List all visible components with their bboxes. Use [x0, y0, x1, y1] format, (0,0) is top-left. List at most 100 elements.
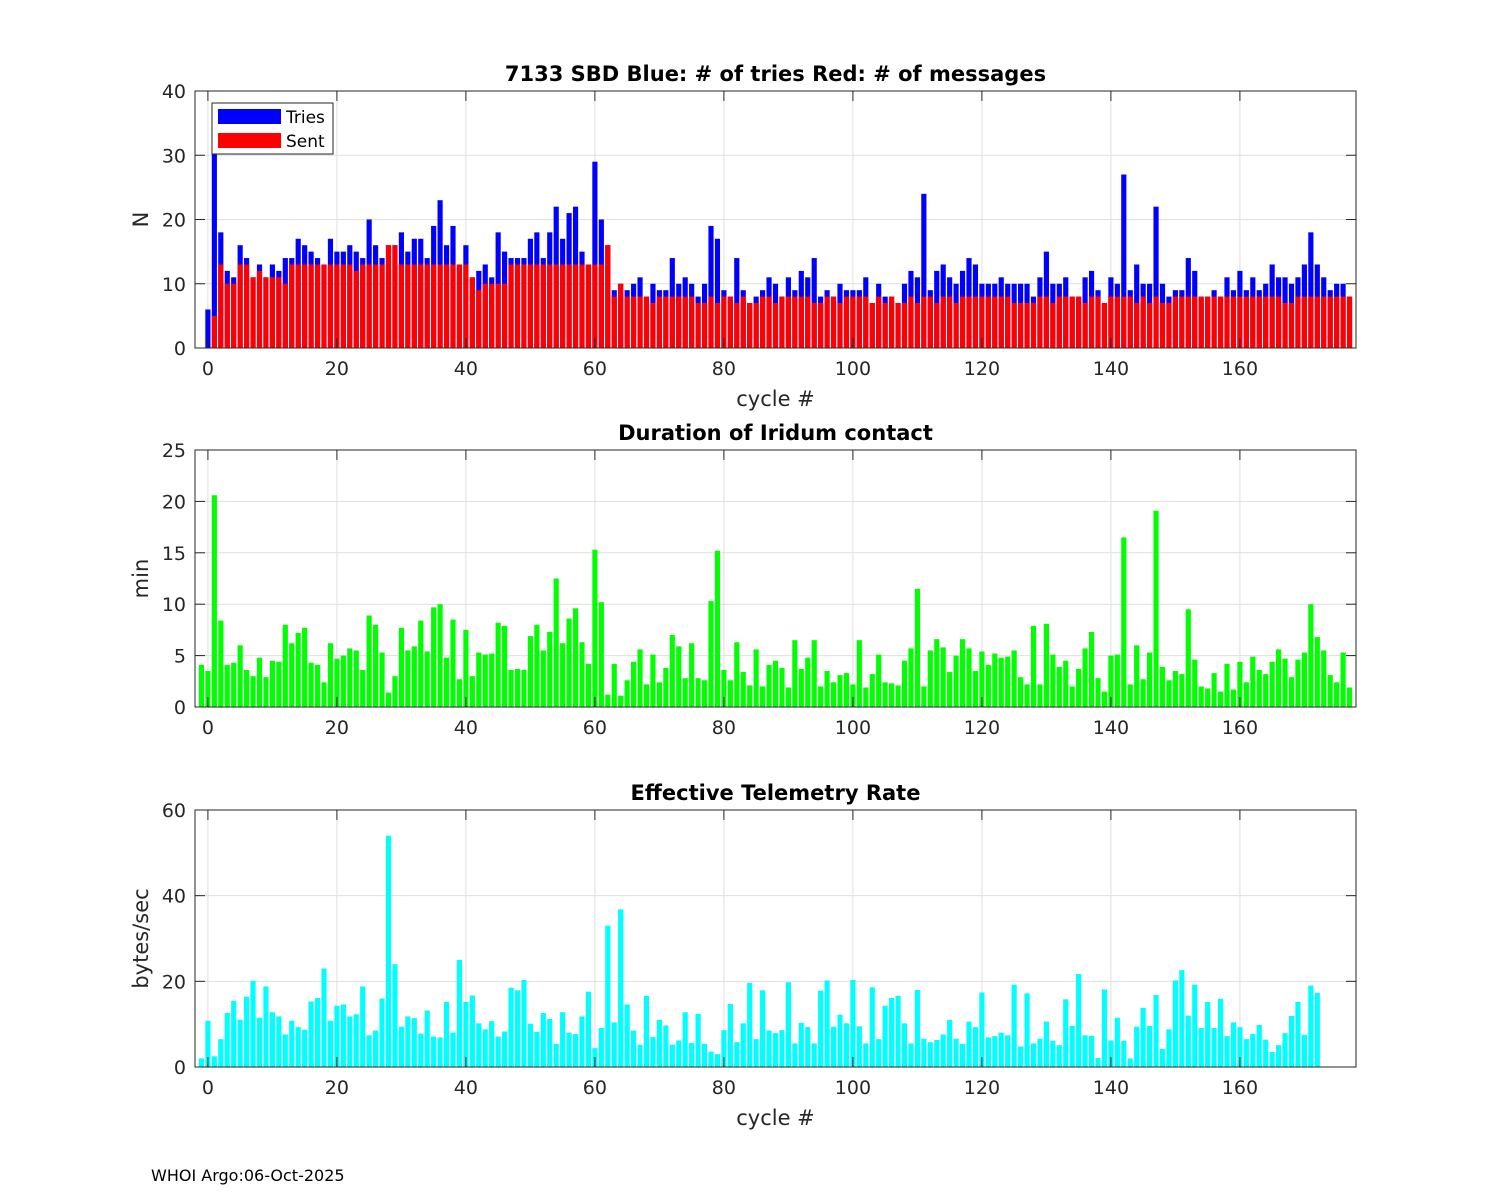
sbd-bar-sent	[856, 296, 862, 348]
rate-bar-rate	[1230, 1022, 1237, 1067]
duration-bar-duration	[1276, 649, 1282, 707]
rate-bar-rate	[1295, 1001, 1301, 1067]
duration-bar-duration	[708, 601, 714, 707]
rate-bar-rate	[1134, 1026, 1140, 1067]
rate-bar-rate	[1056, 1045, 1062, 1067]
sbd-tick-label-x: 100	[835, 358, 871, 380]
sbd-bar-sent	[443, 264, 450, 348]
sbd-bar-sent	[1230, 296, 1237, 348]
sbd-bar-sent	[1114, 296, 1120, 348]
duration-bar-duration	[218, 620, 224, 707]
sbd-bar-sent	[353, 270, 359, 348]
rate-bar-rate	[1011, 984, 1017, 1067]
sbd-bar-sent	[1269, 296, 1275, 348]
rate-bar-rate	[489, 1021, 495, 1067]
duration-bar-duration	[985, 664, 991, 707]
duration-bar-duration	[1018, 677, 1024, 707]
rate-bar-rate	[418, 1033, 424, 1067]
rate-ylabel: bytes/sec	[129, 888, 153, 988]
rate-bar-rate	[979, 992, 985, 1067]
sbd-bar-sent	[295, 264, 301, 348]
sbd-bar-sent	[682, 296, 688, 348]
sbd-bar-sent	[708, 296, 714, 348]
sbd-bar-tries	[1153, 206, 1159, 348]
rate-tick-label-x: 120	[964, 1077, 1000, 1099]
sbd-bar-sent	[456, 264, 463, 348]
duration-bar-duration	[921, 686, 927, 707]
rate-bar-rate	[1088, 1035, 1095, 1067]
rate-bar-rate	[560, 1012, 566, 1067]
rate-bar-rate	[1063, 999, 1069, 1067]
duration-bar-duration	[721, 669, 727, 707]
duration-bar-duration	[1024, 684, 1030, 707]
sbd-bar-sent	[1011, 303, 1017, 348]
duration-bar-duration	[1185, 609, 1191, 707]
rate-tick-label-x: 40	[454, 1077, 478, 1099]
duration-tick-label-x: 20	[325, 717, 349, 739]
rate-bar-rate	[437, 1037, 443, 1067]
sbd-bar-sent	[1217, 296, 1224, 348]
duration-bar-duration	[631, 661, 637, 707]
duration-bar-duration	[895, 685, 901, 707]
sbd-bar-sent	[1282, 303, 1288, 348]
sbd-bar-sent	[721, 296, 727, 348]
duration-bar-duration	[198, 664, 205, 707]
sbd-tick-label-y: 20	[162, 210, 186, 232]
sbd-bar-sent	[1340, 296, 1346, 348]
rate-bar-rate	[321, 968, 327, 1067]
legend-swatch-sent	[218, 133, 281, 148]
duration-bar-duration	[1321, 650, 1327, 707]
sbd-bar-sent	[605, 245, 611, 348]
sbd-bar-sent	[527, 264, 533, 348]
rate-bar-rate	[701, 1043, 708, 1067]
rate-bar-rate	[1153, 995, 1159, 1067]
rate-bar-rate	[869, 987, 875, 1067]
sbd-bar-sent	[1224, 296, 1230, 348]
duration-tick-label-x: 60	[583, 717, 607, 739]
duration-bar-duration	[766, 664, 772, 707]
rate-bar-rate	[282, 1034, 288, 1067]
sbd-bar-sent	[1140, 296, 1146, 348]
duration-bar-duration	[1050, 654, 1056, 707]
rate-bar-rate	[205, 1020, 211, 1067]
legend-label-sent: Sent	[286, 132, 325, 152]
duration-bar-duration	[1063, 660, 1069, 707]
duration-bar-duration	[805, 657, 811, 707]
rate-bar-rate	[276, 1016, 282, 1067]
sbd-bar-sent	[237, 264, 243, 348]
duration-bar-duration	[321, 682, 327, 707]
duration-bar-duration	[392, 676, 398, 707]
sbd-bar-sent	[340, 264, 346, 348]
sbd-bar-sent	[772, 303, 779, 348]
sbd-tick-label-x: 120	[964, 358, 1000, 380]
rate-bar-rate	[1114, 1017, 1120, 1067]
duration-bar-duration	[379, 652, 385, 707]
duration-bar-duration	[882, 682, 888, 707]
sbd-bar-sent	[1101, 303, 1108, 348]
sbd-tick-label-x: 20	[325, 358, 349, 380]
rate-bar-rate	[463, 1001, 469, 1067]
rate-bar-rate	[1095, 1058, 1101, 1067]
rate-bar-rate	[766, 1030, 772, 1067]
sbd-bar-sent	[850, 296, 856, 348]
duration-bar-duration	[1088, 631, 1095, 707]
rate-bar-rate	[443, 1001, 450, 1067]
duration-bar-duration	[611, 663, 617, 707]
duration-bar-duration	[856, 640, 862, 707]
duration-bar-duration	[695, 678, 701, 707]
rate-bar-rate	[837, 1014, 843, 1067]
rate-bar-rate	[914, 989, 920, 1067]
sbd-bar-sent	[811, 303, 817, 348]
sbd-bar-sent	[1043, 296, 1049, 348]
sbd-tick-label-y: 0	[174, 338, 186, 360]
rate-bar-rate	[1018, 1046, 1024, 1067]
duration-bar-duration	[779, 667, 785, 707]
sbd-bar-sent	[1276, 296, 1282, 348]
rate-bar-rate	[760, 990, 766, 1067]
duration-bar-duration	[1263, 674, 1269, 707]
rate-bar-rate	[940, 1034, 946, 1067]
sbd-bar-sent	[1037, 296, 1043, 348]
rate-bar-rate	[1166, 1029, 1172, 1067]
sbd-bar-sent	[895, 303, 901, 348]
